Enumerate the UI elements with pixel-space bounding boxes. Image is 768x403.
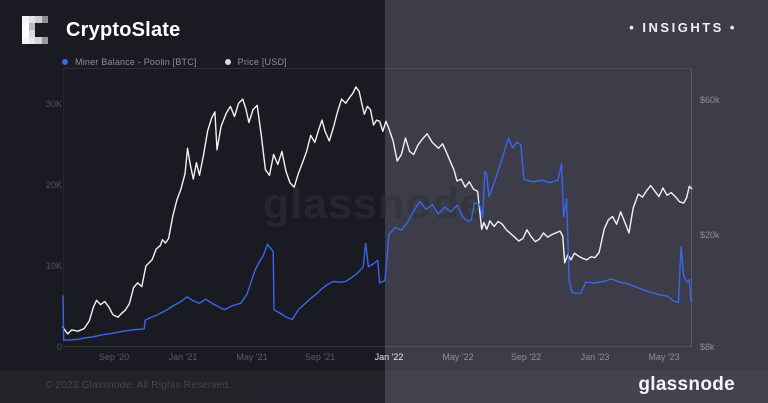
x-axis-tick-label: Sep '20 bbox=[98, 352, 130, 362]
plot-area bbox=[63, 68, 692, 347]
x-axis-tick-label: May '22 bbox=[442, 352, 474, 362]
x-axis-tick-label: May '21 bbox=[236, 352, 268, 362]
right-axis-tick-label: $60k bbox=[700, 95, 720, 105]
x-axis-tick-label: May '23 bbox=[648, 352, 680, 362]
legend-dot-miner-icon bbox=[62, 59, 68, 65]
brand-title: CryptoSlate bbox=[66, 19, 181, 41]
legend-item-price: Price [USD] bbox=[224, 57, 287, 67]
copyright-text: © 2023 Glassnode. All Rights Reserved. bbox=[45, 380, 232, 391]
x-axis-tick-label: Sep '21 bbox=[304, 352, 336, 362]
insights-label: • INSIGHTS • bbox=[629, 20, 737, 35]
right-axis-tick-label: $20k bbox=[700, 230, 720, 240]
left-axis-tick-label: 10K bbox=[45, 261, 62, 271]
legend-label-price: Price [USD] bbox=[237, 57, 287, 67]
right-axis-tick-label: $8k bbox=[700, 342, 715, 352]
left-axis-tick-label: 20K bbox=[45, 180, 62, 190]
cryptoslate-logo-icon bbox=[22, 16, 48, 44]
x-axis-tick-label: Jan '23 bbox=[580, 352, 610, 362]
x-axis-tick-label: Jan '22 bbox=[374, 352, 404, 362]
chart-legend: Miner Balance - Poolin [BTC] Price [USD] bbox=[62, 57, 287, 67]
legend-label-miner: Miner Balance - Poolin [BTC] bbox=[75, 57, 197, 67]
left-axis-tick-label: 0 bbox=[56, 342, 62, 352]
legend-item-miner-balance: Miner Balance - Poolin [BTC] bbox=[62, 57, 197, 67]
x-axis-tick-label: Sep '22 bbox=[510, 352, 542, 362]
left-axis-tick-label: 30K bbox=[45, 99, 62, 109]
glassnode-wordmark: glassnode bbox=[638, 374, 735, 395]
legend-dot-price-icon bbox=[224, 59, 231, 65]
x-axis-tick-label: Jan '21 bbox=[168, 352, 198, 362]
